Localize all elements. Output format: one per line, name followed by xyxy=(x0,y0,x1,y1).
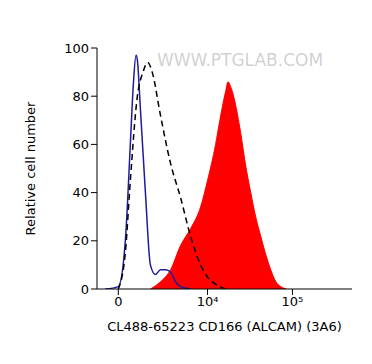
svg-text:10⁵: 10⁵ xyxy=(282,294,304,309)
svg-text:Relative cell number: Relative cell number xyxy=(23,101,38,235)
svg-text:10⁴: 10⁴ xyxy=(197,294,219,309)
svg-text:60: 60 xyxy=(72,137,89,152)
svg-text:100: 100 xyxy=(64,41,89,56)
svg-text:40: 40 xyxy=(72,185,89,200)
svg-text:20: 20 xyxy=(72,233,89,248)
html-text:WWW.PTGLAB.COM: WWW.PTGLAB.COM xyxy=(156,50,324,70)
svg-text:0: 0 xyxy=(81,282,89,297)
svg-text:80: 80 xyxy=(72,89,89,104)
svg-text:CL488-65223 CD166 (ALCAM) (3A6: CL488-65223 CD166 (ALCAM) (3A6) xyxy=(107,319,342,334)
svg-text:0: 0 xyxy=(114,294,122,309)
